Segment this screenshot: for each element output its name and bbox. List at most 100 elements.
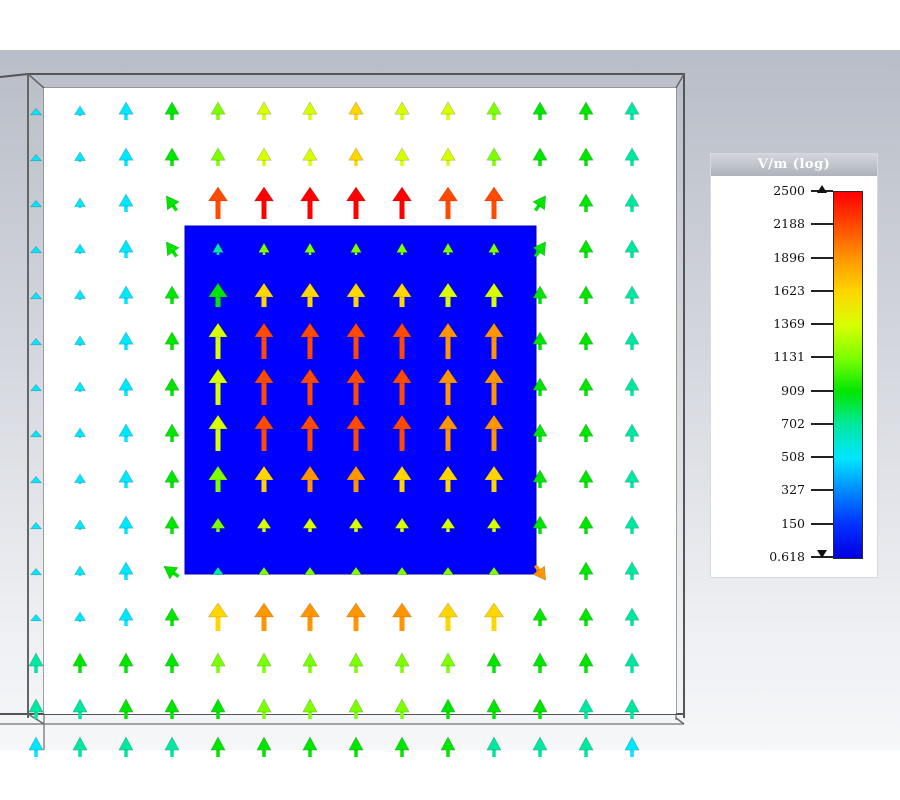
field-arrow — [486, 517, 502, 532]
field-arrow — [578, 652, 594, 673]
field-arrow — [253, 602, 275, 631]
field-arrow — [624, 698, 640, 719]
colorbar-tick-label: 0.618 — [769, 549, 805, 564]
field-arrow — [29, 568, 43, 576]
field-arrow — [302, 736, 318, 757]
field-arrow — [532, 698, 548, 719]
field-arrow — [207, 602, 229, 631]
colorbar-tick-label: 1896 — [773, 249, 805, 265]
field-arrow — [210, 652, 226, 673]
field-arrow — [210, 147, 226, 166]
field-arrow — [441, 566, 455, 576]
field-arrow — [118, 239, 134, 258]
colorbar-tick-label: 1131 — [773, 349, 805, 365]
field-arrow — [164, 736, 180, 757]
colorbar-legend: V/m (log) 2500 2188 1896 1623 1369 1131 909 702… — [710, 153, 878, 578]
field-arrow — [29, 200, 43, 208]
field-arrow — [483, 465, 505, 492]
field-arrow — [440, 517, 456, 532]
colorbar-tick-label: 702 — [781, 415, 805, 431]
field-arrow — [211, 566, 225, 576]
field-arrow — [440, 147, 456, 166]
field-arrow — [578, 193, 594, 212]
field-arrow — [486, 147, 502, 166]
field-arrow — [253, 186, 275, 219]
colorbar-tick-label: 327 — [781, 482, 805, 498]
field-arrow — [532, 564, 547, 581]
field-arrow — [118, 193, 134, 212]
field-arrow — [73, 611, 87, 622]
field-arrow — [578, 698, 594, 719]
field-arrow — [164, 423, 180, 442]
field-arrow — [302, 147, 318, 166]
field-arrow — [299, 602, 321, 631]
field-arrow — [578, 239, 594, 258]
field-arrow — [345, 602, 367, 631]
field-arrow — [532, 736, 548, 757]
colorbar-tick-mark — [811, 489, 833, 492]
field-arrow — [163, 565, 180, 580]
field-arrow — [440, 101, 456, 120]
field-arrow — [164, 377, 180, 396]
field-arrow — [302, 101, 318, 120]
field-arrow — [207, 282, 229, 307]
field-arrow — [395, 566, 409, 576]
colorbar-tick-label: 150 — [781, 515, 805, 531]
field-arrow — [483, 282, 505, 307]
field-arrow — [578, 736, 594, 757]
colorbar-tick-mark — [811, 422, 833, 425]
field-arrow — [118, 377, 134, 396]
field-arrow — [73, 151, 87, 162]
patch-surface[interactable] — [184, 225, 537, 575]
colorbar-tick-label: 508 — [781, 449, 805, 465]
field-arrow — [624, 239, 640, 258]
field-arrow — [578, 561, 594, 580]
field-arrow — [207, 465, 229, 492]
field-arrow — [73, 105, 87, 116]
field-arrow — [73, 381, 87, 392]
colorbar-min-marker — [817, 550, 827, 558]
colorbar-tick-mark — [811, 456, 833, 459]
field-arrow — [72, 698, 88, 719]
field-arrow — [624, 101, 640, 120]
field-arrow — [437, 414, 459, 451]
field-arrow — [164, 285, 180, 304]
field-arrow — [394, 517, 410, 532]
field-arrow — [164, 331, 180, 350]
field-arrow — [348, 652, 364, 673]
field-arrow — [394, 736, 410, 757]
field-arrow — [256, 698, 272, 719]
field-arrow — [118, 736, 134, 757]
field-arrow — [394, 101, 410, 120]
field-arrow — [29, 384, 43, 392]
field-arrow — [391, 282, 413, 307]
field-arrow — [165, 195, 180, 212]
field-arrow — [437, 368, 459, 405]
field-arrow — [118, 652, 134, 673]
field-arrow — [486, 698, 502, 719]
field-arrow — [391, 602, 413, 631]
field-arrow — [73, 565, 87, 576]
field-arrow — [118, 423, 134, 442]
colorbar-tick-mark — [811, 323, 833, 326]
field-arrow — [164, 101, 180, 120]
field-arrow — [303, 242, 317, 255]
field-arrow — [164, 515, 180, 534]
field-arrow — [437, 186, 459, 219]
field-arrow — [253, 282, 275, 307]
field-arrow — [29, 430, 43, 438]
field-arrow — [256, 652, 272, 673]
field-arrow — [624, 561, 640, 580]
field-arrow — [395, 242, 409, 255]
field-arrow — [483, 414, 505, 451]
field-arrow — [348, 101, 364, 120]
field-arrow — [164, 147, 180, 166]
field-arrow — [302, 698, 318, 719]
field-arrow — [532, 607, 548, 626]
colorbar-tick-mark — [811, 522, 833, 525]
field-arrow — [578, 331, 594, 350]
field-arrow — [578, 101, 594, 120]
field-arrow — [299, 414, 321, 451]
